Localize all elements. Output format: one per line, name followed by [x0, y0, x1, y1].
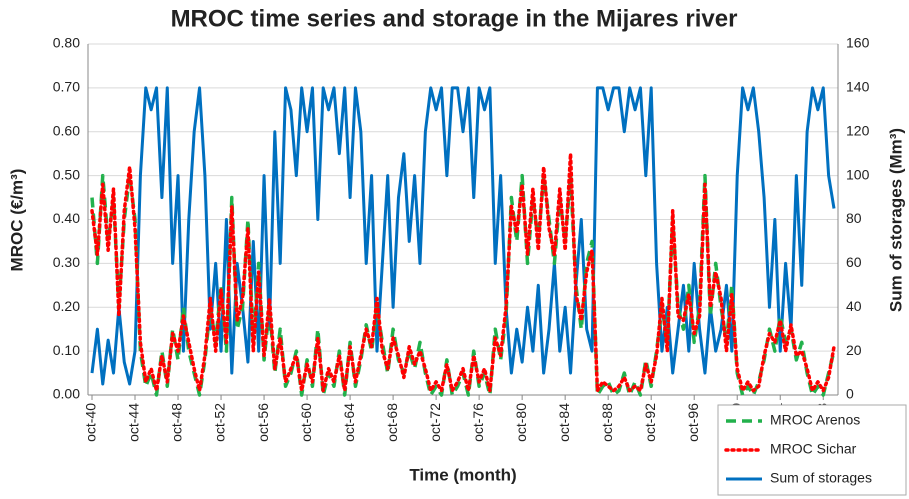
- x-axis-label: Time (month): [409, 465, 516, 484]
- series-line: [90, 86, 836, 386]
- x-tick-label: oct-60: [298, 403, 314, 442]
- x-tick-label: oct-80: [513, 403, 529, 442]
- y-tick-label: 0.40: [53, 210, 80, 226]
- y-tick-label: 0.00: [53, 386, 80, 402]
- x-tick-label: oct-52: [212, 403, 228, 442]
- x-tick-label: oct-40: [83, 403, 99, 442]
- y2-tick-label: 140: [846, 79, 870, 95]
- legend-label: MROC Arenos: [770, 412, 860, 428]
- legend-label: MROC Sichar: [770, 441, 857, 457]
- x-tick-label: oct-76: [470, 403, 486, 442]
- x-tick-label: oct-72: [427, 403, 443, 442]
- x-tick-label: oct-48: [169, 403, 185, 442]
- y-tick-label: 0.50: [53, 166, 80, 182]
- y2-axis-label: Sum of storages (Mm³): [886, 128, 905, 312]
- x-tick-label: oct-68: [384, 403, 400, 442]
- y-tick-label: 0.60: [53, 122, 80, 138]
- y-tick-label: 0.80: [53, 35, 80, 51]
- y-tick-label: 0.20: [53, 298, 80, 314]
- x-tick-label: oct-92: [642, 403, 658, 442]
- legend-label: Sum of storages: [770, 470, 872, 486]
- y2-tick-label: 60: [846, 254, 862, 270]
- y2-tick-label: 40: [846, 298, 862, 314]
- x-tick-label: oct-84: [556, 403, 572, 442]
- y-tick-label: 0.70: [53, 79, 80, 95]
- x-tick-label: oct-64: [341, 403, 357, 442]
- y2-tick-label: 120: [846, 122, 870, 138]
- x-tick-label: oct-96: [685, 403, 701, 442]
- chart-title: MROC time series and storage in the Mija…: [171, 5, 738, 32]
- y2-tick-label: 20: [846, 342, 862, 358]
- y-tick-label: 0.30: [53, 254, 80, 270]
- y2-tick-label: 100: [846, 166, 870, 182]
- x-tick-label: oct-56: [255, 403, 271, 442]
- series-line: [90, 151, 836, 393]
- y2-tick-label: 160: [846, 35, 870, 51]
- y2-tick-label: 80: [846, 210, 862, 226]
- y-axis-label: MROC (€/m³): [7, 169, 26, 272]
- x-tick-label: oct-88: [599, 403, 615, 442]
- x-tick-label: oct-44: [126, 403, 142, 442]
- y-tick-label: 0.10: [53, 342, 80, 358]
- series-line: [90, 173, 836, 397]
- y2-tick-label: 0: [846, 386, 854, 402]
